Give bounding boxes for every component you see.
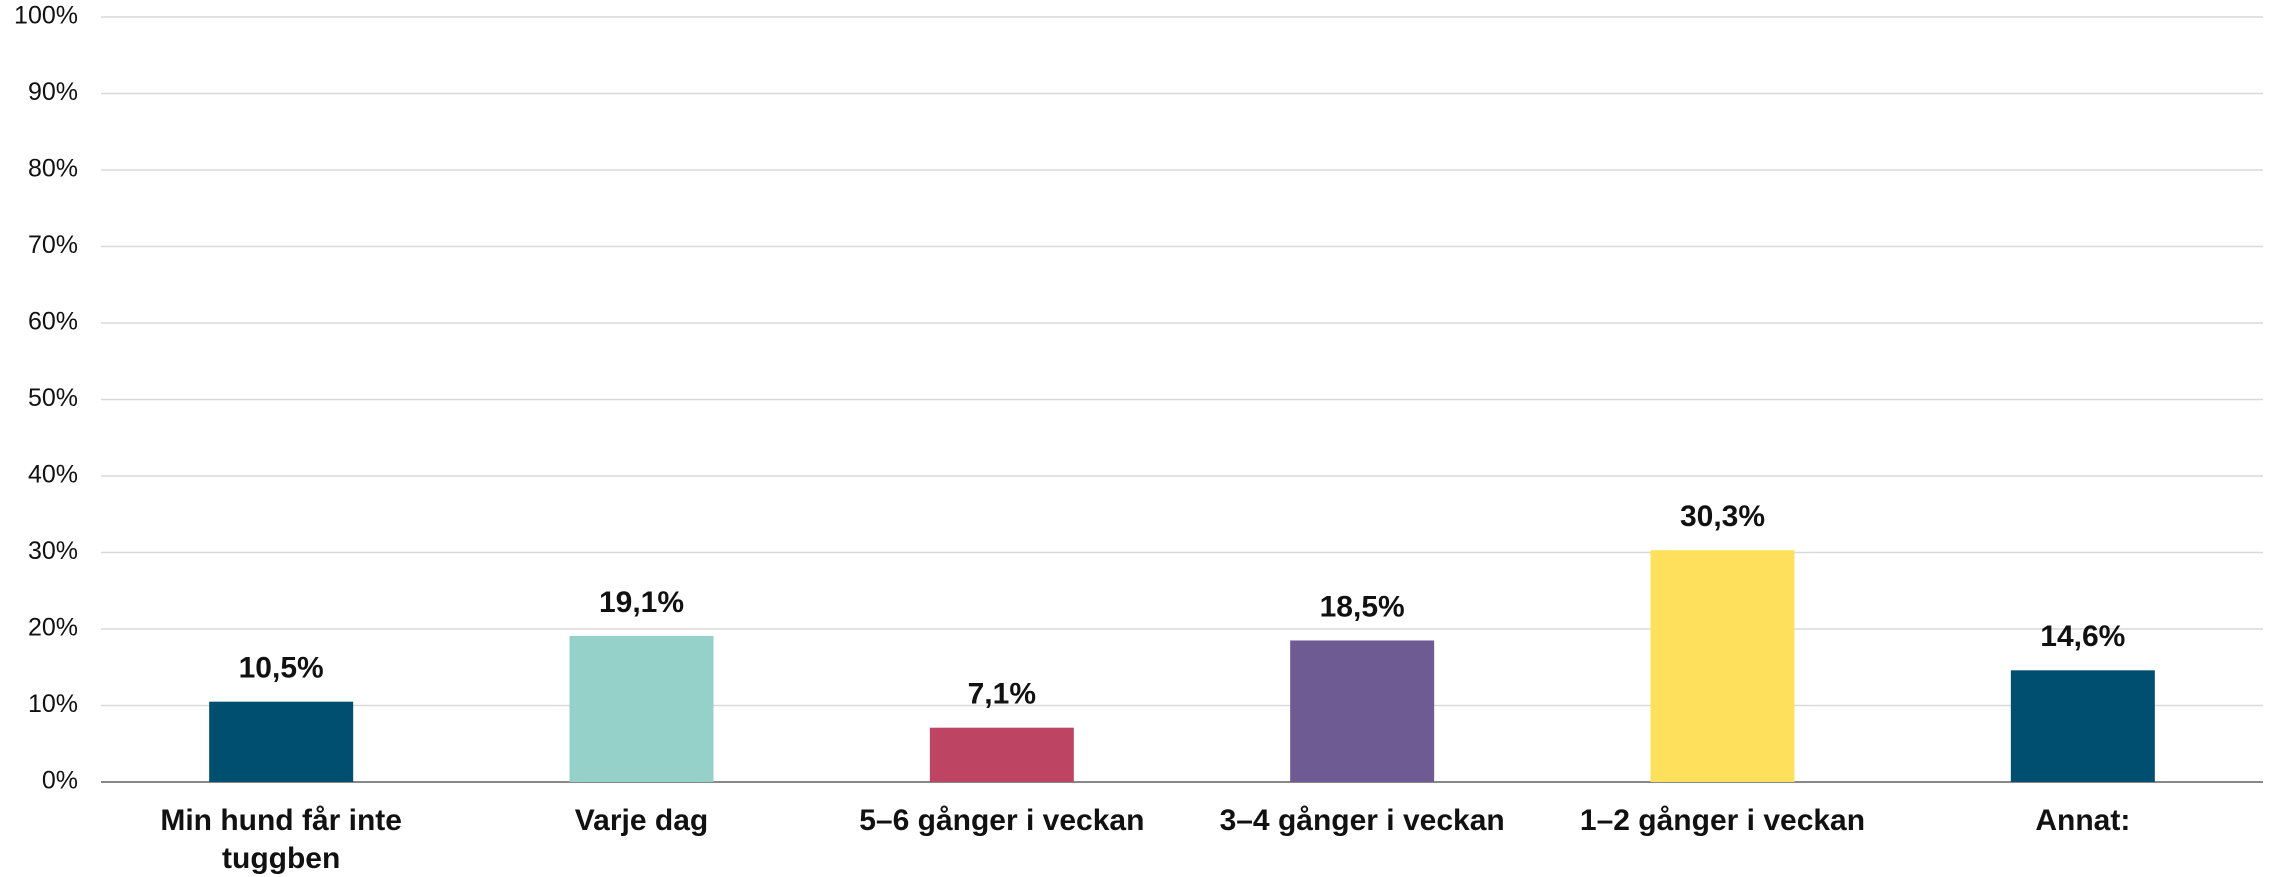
y-tick-label: 10% <box>28 690 78 718</box>
bar <box>929 727 1074 782</box>
bar <box>569 635 714 782</box>
bar <box>1650 550 1795 782</box>
x-tick-label: 3–4 gånger i veckan <box>1219 804 1505 837</box>
bar <box>209 701 354 782</box>
y-tick-label: 90% <box>28 78 78 106</box>
y-tick-label: 50% <box>28 384 78 412</box>
x-tick-label: Annat: <box>2035 804 2131 837</box>
y-tick-label: 60% <box>28 308 78 336</box>
x-tick-label: Varje dag <box>574 804 709 837</box>
x-tick-label: 5–6 gånger i veckan <box>859 804 1145 837</box>
data-label: 7,1% <box>968 678 1036 711</box>
y-tick-label: 30% <box>28 537 78 565</box>
bar <box>1290 640 1435 782</box>
data-label: 30,3% <box>1680 500 1765 533</box>
y-tick-label: 100% <box>14 2 78 30</box>
data-label: 14,6% <box>2040 620 2125 653</box>
bar <box>2010 670 2155 782</box>
y-tick-label: 0% <box>42 767 78 795</box>
data-label: 18,5% <box>1320 590 1405 623</box>
x-tick-label: 1–2 gånger i veckan <box>1579 804 1866 837</box>
y-tick-label: 80% <box>28 155 78 183</box>
y-tick-label: 40% <box>28 461 78 489</box>
x-tick-label: Min hund får inte tuggben <box>160 804 402 875</box>
data-label: 19,1% <box>599 586 684 619</box>
y-tick-label: 20% <box>28 614 78 642</box>
data-label: 10,5% <box>239 652 324 685</box>
y-tick-label: 70% <box>28 231 78 259</box>
